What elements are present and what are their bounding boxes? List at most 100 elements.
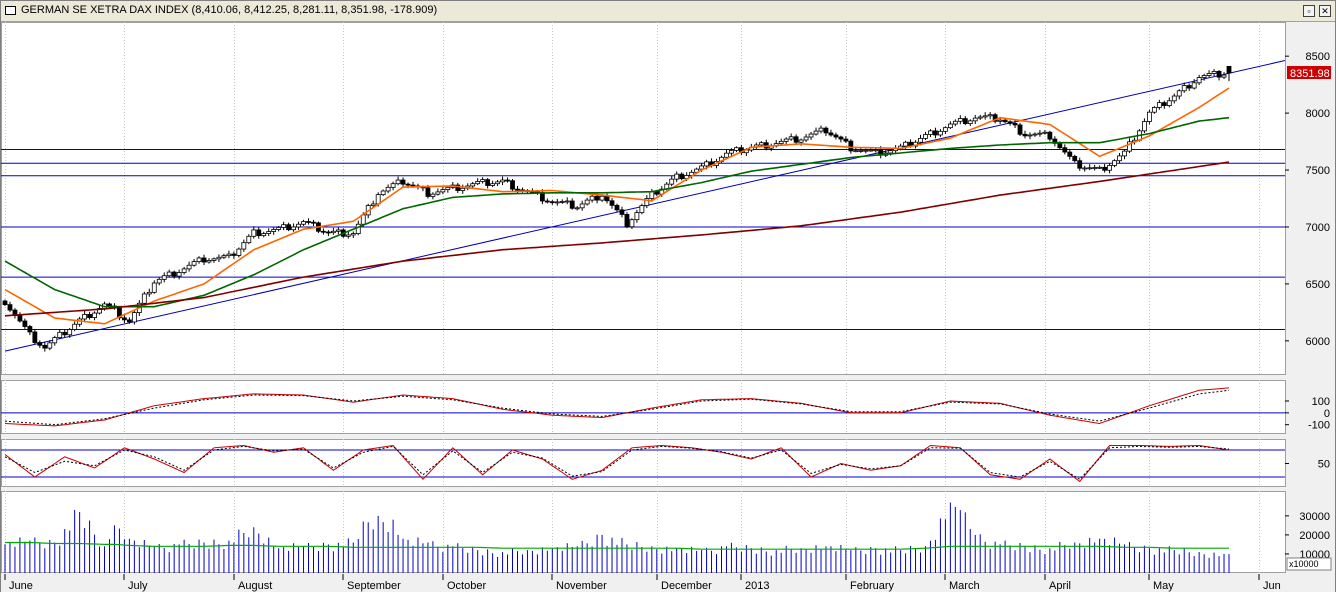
candle-body — [176, 272, 182, 277]
candle-body — [42, 344, 48, 349]
candle-body — [1072, 155, 1078, 162]
candle-body — [569, 200, 575, 209]
candle-body — [614, 204, 620, 211]
candle-body — [674, 173, 680, 180]
candle-body — [445, 186, 451, 191]
osc1-tick-label: -100 — [1308, 420, 1330, 432]
candle-body — [778, 140, 784, 145]
oscillator-2-series — [1, 444, 1285, 483]
osc1-tick-label: 100 — [1312, 396, 1330, 408]
candle-body — [1127, 141, 1132, 152]
price-tick-label: 7000 — [1306, 222, 1330, 234]
x-tick-label: March — [949, 580, 980, 592]
candle-body — [92, 312, 97, 319]
candle-body — [27, 326, 33, 333]
chart-area[interactable]: 6000 6500 7000 7500 8000 8500 1000-100 50 30000 2… — [1, 21, 1335, 592]
candle-body — [1112, 160, 1117, 166]
candle-body — [405, 183, 411, 186]
candle-body — [107, 303, 112, 307]
candle-body — [430, 193, 436, 197]
candle-body — [987, 114, 993, 117]
candle-body — [370, 203, 376, 206]
candle-body — [156, 278, 162, 284]
candle-body — [505, 179, 510, 182]
candle-body — [992, 114, 998, 122]
candle-body — [455, 184, 461, 191]
ma-long-line — [4, 161, 1230, 317]
volume-series — [4, 502, 1230, 573]
candle-body — [1097, 166, 1103, 169]
candle-body — [311, 221, 316, 224]
candle-body — [181, 268, 187, 273]
candle-body — [400, 179, 406, 185]
candle-body — [32, 331, 38, 343]
close-icon: ✕ — [1321, 6, 1329, 16]
candle-body — [1087, 167, 1093, 170]
candle-body — [380, 190, 386, 196]
candle-body — [549, 201, 555, 204]
candle-body — [87, 314, 92, 319]
x-tick-label: November — [556, 580, 607, 592]
candle-body — [918, 137, 923, 143]
candle-body — [699, 165, 704, 170]
candle-body — [1027, 134, 1033, 137]
y-tick-labels: 6000 6500 7000 7500 8000 8500 1000-100 50 30000 2… — [1285, 51, 1330, 561]
candle-body — [724, 152, 729, 158]
candle-body — [122, 317, 127, 321]
candle-body — [276, 227, 282, 230]
volume-unit-label: x10000 — [1289, 559, 1319, 569]
candle-body — [888, 150, 894, 154]
candle-body — [1082, 167, 1088, 170]
title-bar: GERMAN SE XETRA DAX INDEX (8,410.06, 8,4… — [1, 1, 1335, 22]
candle-body — [1042, 131, 1048, 134]
price-axis — [1286, 22, 1335, 573]
price-tick-label: 7500 — [1306, 165, 1330, 177]
x-tick-label: August — [238, 580, 272, 592]
osc2-main-line — [4, 444, 1230, 483]
candle-body — [1017, 124, 1023, 135]
candle-body — [619, 209, 625, 215]
candle-body — [544, 200, 550, 203]
candle-body — [261, 233, 267, 237]
candle-body — [350, 233, 356, 236]
candle-body — [221, 255, 227, 258]
candle-body — [495, 181, 500, 185]
candle-body — [67, 329, 73, 336]
candle-body — [977, 116, 983, 119]
candle-body — [1191, 82, 1197, 89]
candle-body — [803, 136, 809, 141]
candle-body — [226, 253, 232, 257]
x-tick-label: February — [850, 580, 895, 592]
ma-mid-line — [4, 116, 1230, 308]
price-tick-label: 6500 — [1306, 279, 1330, 291]
candle-body — [52, 337, 58, 344]
x-tick-label: December — [661, 580, 712, 592]
volume-panel[interactable] — [1, 491, 1285, 573]
candle-body — [146, 291, 152, 295]
candle-body — [838, 136, 844, 140]
candle-body — [1092, 167, 1098, 169]
candle-body — [843, 138, 849, 142]
candle-body — [440, 189, 446, 193]
candle-body — [1206, 73, 1212, 76]
osc2-tick-label: 50 — [1318, 459, 1330, 471]
x-tick-label: Jun — [1263, 580, 1281, 592]
candle-body — [679, 173, 685, 180]
price-panel[interactable] — [1, 22, 1285, 375]
candle-body — [301, 221, 306, 225]
candle-body — [82, 314, 88, 320]
oscillator-2-panel[interactable] — [1, 439, 1285, 487]
candle-body — [539, 192, 545, 202]
candle-body — [470, 183, 476, 187]
x-tick-label: 2013 — [745, 580, 769, 592]
candle-body — [321, 230, 326, 233]
candle-body — [1122, 150, 1127, 157]
restore-button[interactable]: ▫ — [1303, 5, 1315, 17]
oscillator-1-panel[interactable] — [1, 380, 1285, 434]
close-button[interactable]: ✕ — [1319, 5, 1331, 17]
candle-body — [972, 117, 978, 122]
last-price-marker: 8351.98 — [1287, 66, 1331, 80]
candle-body — [271, 229, 277, 232]
price-panel-border — [1, 22, 1286, 375]
